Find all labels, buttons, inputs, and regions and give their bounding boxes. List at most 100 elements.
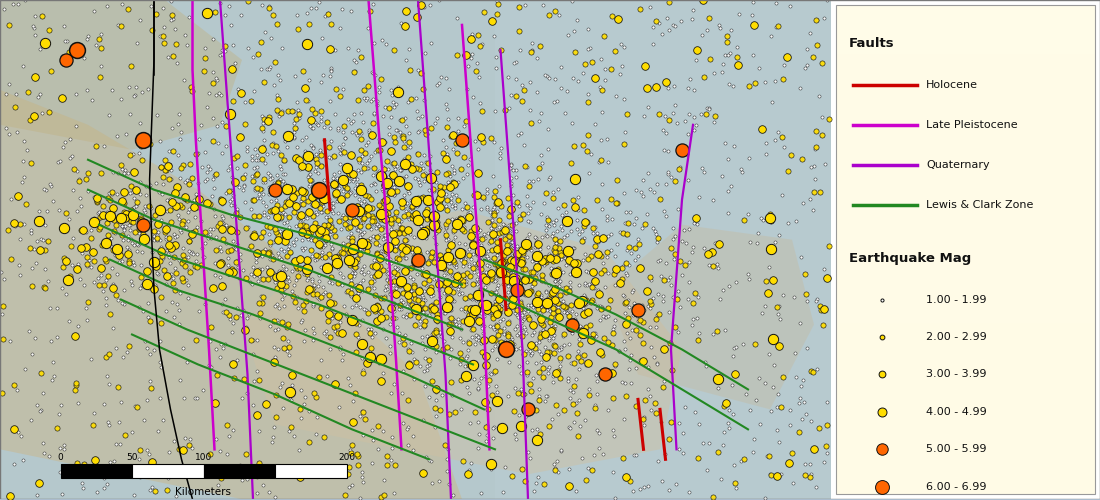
Point <box>576 250 594 258</box>
Point <box>75 54 92 62</box>
Point <box>12 220 30 228</box>
Point <box>135 416 153 424</box>
Point <box>295 190 312 198</box>
Point <box>802 416 820 424</box>
Point <box>557 208 574 216</box>
Point <box>387 284 405 292</box>
Point <box>516 291 534 299</box>
Point <box>310 183 328 191</box>
Point <box>757 78 774 86</box>
Point <box>606 494 624 500</box>
Point <box>604 342 622 349</box>
Point <box>602 246 619 254</box>
Point <box>606 252 624 260</box>
Point <box>346 320 364 328</box>
Point <box>411 322 429 330</box>
Point <box>200 89 218 97</box>
Point <box>73 226 90 234</box>
Point <box>170 376 188 384</box>
Point <box>372 74 389 82</box>
Point <box>464 264 482 272</box>
Point <box>452 376 470 384</box>
Point <box>660 486 678 494</box>
Point <box>389 264 407 272</box>
Point <box>415 293 432 301</box>
Point <box>254 146 272 154</box>
Point <box>570 299 587 307</box>
Point <box>268 213 286 221</box>
Point <box>607 264 625 272</box>
Point <box>485 323 503 331</box>
Point <box>248 258 265 266</box>
Point <box>660 0 678 6</box>
Point <box>465 374 483 382</box>
Point <box>289 204 307 212</box>
Point <box>368 101 386 109</box>
Point <box>684 6 702 14</box>
Point <box>464 318 482 326</box>
Point <box>230 84 248 92</box>
Point <box>328 322 345 330</box>
Point <box>60 136 78 143</box>
Point <box>396 156 414 164</box>
Point <box>141 376 158 384</box>
Point <box>301 170 319 177</box>
Point <box>399 345 417 353</box>
Point <box>273 216 290 224</box>
Point <box>427 412 444 420</box>
Point <box>430 0 448 4</box>
Point <box>176 178 194 186</box>
Point <box>220 226 238 234</box>
Point <box>811 424 828 432</box>
Point <box>818 449 836 457</box>
Point <box>503 256 520 264</box>
Point <box>368 302 386 310</box>
Point <box>488 232 506 239</box>
Point <box>623 351 640 359</box>
Point <box>680 176 697 184</box>
Point <box>298 288 316 296</box>
Point <box>197 148 215 156</box>
Point <box>734 340 751 348</box>
Point <box>471 255 488 263</box>
Point <box>287 124 305 132</box>
Point <box>490 309 507 317</box>
Point <box>454 217 472 225</box>
Point <box>648 238 666 246</box>
Point <box>500 268 518 276</box>
Point <box>534 334 551 342</box>
Point <box>513 255 530 263</box>
Point <box>485 254 503 262</box>
Point <box>256 246 274 254</box>
Point <box>301 176 319 184</box>
Point <box>320 213 338 221</box>
Point <box>36 39 54 47</box>
Point <box>67 379 85 387</box>
Point <box>86 258 103 266</box>
Point <box>482 236 499 244</box>
Point <box>349 166 366 173</box>
Point <box>455 227 473 235</box>
Point <box>88 40 106 48</box>
Point <box>287 154 305 162</box>
Point <box>290 200 308 208</box>
Point <box>122 217 140 225</box>
Point <box>708 448 726 456</box>
Point <box>438 280 455 287</box>
Point <box>365 304 383 312</box>
Point <box>517 277 535 285</box>
Point <box>491 328 508 336</box>
Point <box>431 406 449 413</box>
Point <box>471 73 488 81</box>
Point <box>264 128 282 136</box>
Point <box>41 26 58 34</box>
Point <box>503 333 520 341</box>
Point <box>566 487 584 495</box>
Point <box>285 186 303 194</box>
Point <box>583 252 601 260</box>
Point <box>538 72 556 80</box>
Point <box>483 334 500 342</box>
Point <box>747 396 764 404</box>
Point <box>464 310 482 318</box>
Point <box>456 354 474 362</box>
